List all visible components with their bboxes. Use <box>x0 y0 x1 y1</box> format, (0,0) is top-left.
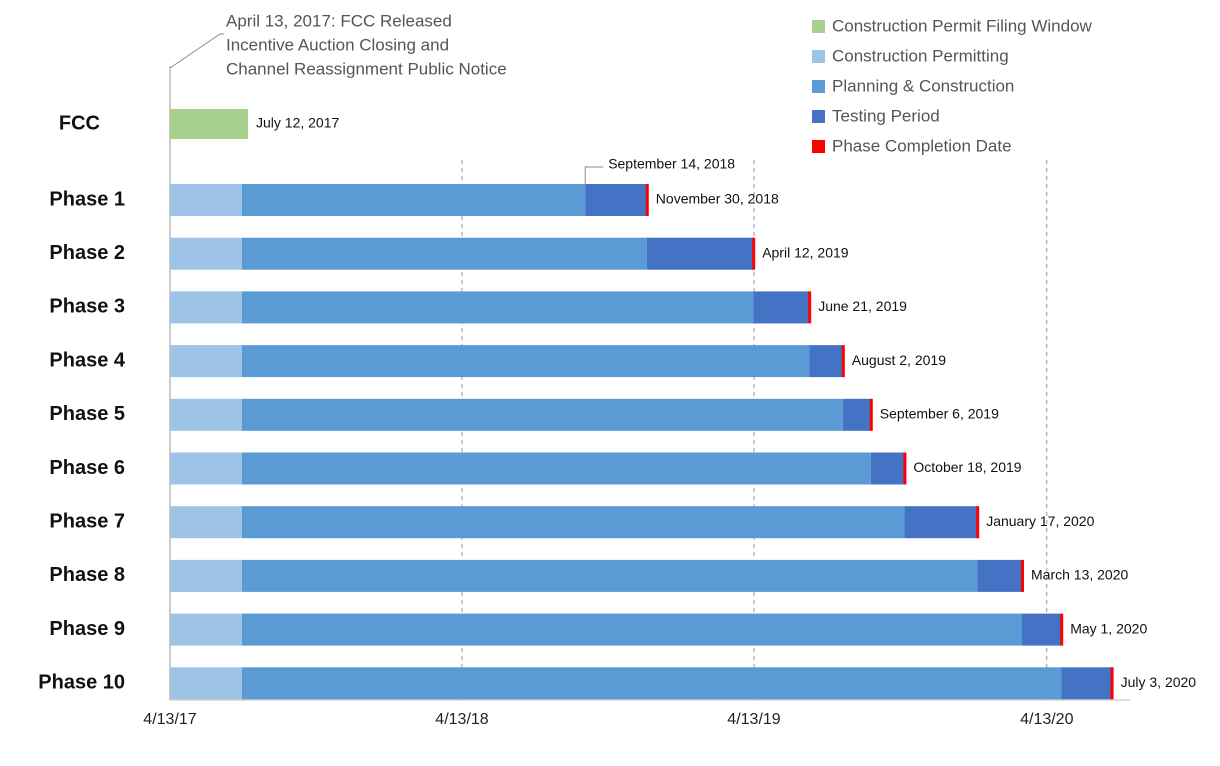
bar-permitting <box>170 559 242 592</box>
bar-permitting <box>170 345 242 378</box>
legend-label: Construction Permitting <box>832 46 1009 65</box>
annotation-text: Channel Reassignment Public Notice <box>226 59 507 78</box>
row-label-phase: Phase 3 <box>49 296 125 318</box>
row-label-phase: Phase 8 <box>49 564 125 586</box>
bar-planning-construction <box>242 452 871 485</box>
bar-testing <box>977 559 1022 592</box>
row-label-fcc: FCC <box>59 112 100 134</box>
row-label-phase: Phase 4 <box>49 349 125 371</box>
bar-testing <box>753 291 810 324</box>
bar-completion-marker <box>869 398 873 431</box>
bar-permitting <box>170 184 242 216</box>
legend-label: Phase Completion Date <box>832 136 1012 155</box>
bar-testing <box>842 398 871 431</box>
bar-permitting <box>170 398 242 431</box>
legend-label: Planning & Construction <box>832 76 1014 95</box>
completion-date-label: November 30, 2018 <box>656 191 779 207</box>
bar-permitting <box>170 291 242 324</box>
row-label-phase: Phase 1 <box>49 188 125 210</box>
bar-completion-marker <box>1021 559 1024 592</box>
bar-permitting <box>170 613 242 646</box>
bar-planning-construction <box>242 237 647 270</box>
bar-completion-marker <box>841 345 845 378</box>
bar-testing <box>904 506 978 539</box>
bar-permitting <box>170 452 242 485</box>
bar-planning-construction <box>242 184 586 216</box>
bar-planning-construction <box>242 345 810 378</box>
row-label-phase: Phase 6 <box>49 457 125 479</box>
legend-swatch <box>812 50 825 63</box>
bar-completion-marker <box>1110 667 1114 700</box>
annotation-text: April 13, 2017: FCC Released <box>226 11 452 30</box>
bar-testing <box>809 345 843 378</box>
bar-planning-construction <box>242 667 1062 700</box>
annotation-text: Incentive Auction Closing and <box>226 35 449 54</box>
bar-completion-marker <box>645 184 649 216</box>
legend-swatch <box>812 110 825 123</box>
bar-testing <box>646 237 754 270</box>
completion-date-label: March 13, 2020 <box>1031 567 1128 583</box>
completion-date-label: July 3, 2020 <box>1121 674 1197 690</box>
legend-label: Construction Permit Filing Window <box>832 16 1093 35</box>
completion-date-label: June 21, 2019 <box>818 298 907 314</box>
bar-planning-construction <box>242 559 978 592</box>
bar-planning-construction <box>242 506 905 539</box>
bar-permitting <box>170 506 242 539</box>
bar-filing-window <box>170 109 248 139</box>
bar-permitting <box>170 667 242 700</box>
bar-permitting <box>170 237 242 270</box>
bar-completion-marker <box>1060 613 1064 646</box>
row-label-phase: Phase 9 <box>49 618 125 640</box>
x-tick-label: 4/13/20 <box>1020 711 1073 728</box>
bar-completion-marker <box>752 237 756 270</box>
bar-testing <box>585 184 647 216</box>
fcc-end-date-label: July 12, 2017 <box>256 115 339 131</box>
bar-planning-construction <box>242 613 1022 646</box>
bar-completion-marker <box>976 506 980 539</box>
x-tick-label: 4/13/18 <box>435 711 488 728</box>
bar-testing <box>1061 667 1112 700</box>
bar-completion-marker <box>903 452 907 485</box>
row-label-phase: Phase 2 <box>49 242 125 264</box>
legend-swatch <box>812 140 825 153</box>
completion-date-label: April 12, 2019 <box>762 244 849 260</box>
completion-date-label: September 6, 2019 <box>880 406 999 422</box>
completion-date-label: May 1, 2020 <box>1070 620 1147 636</box>
testing-start-leader <box>584 166 604 184</box>
bar-planning-construction <box>242 291 754 324</box>
bar-testing <box>1022 613 1062 646</box>
legend-label: Testing Period <box>832 106 940 125</box>
bar-completion-marker <box>808 291 812 324</box>
x-tick-label: 4/13/19 <box>727 711 780 728</box>
row-label-phase: Phase 7 <box>49 510 125 532</box>
bar-planning-construction <box>242 398 843 431</box>
testing-start-date-label: September 14, 2018 <box>608 156 735 172</box>
x-tick-label: 4/13/17 <box>143 711 196 728</box>
completion-date-label: October 18, 2019 <box>913 459 1021 475</box>
annotation-leader <box>169 33 224 69</box>
row-label-phase: Phase 5 <box>49 403 125 425</box>
completion-date-label: January 17, 2020 <box>986 513 1094 529</box>
completion-date-label: August 2, 2019 <box>852 352 946 368</box>
legend-swatch <box>812 20 825 33</box>
row-label-phase: Phase 10 <box>38 672 125 694</box>
legend-swatch <box>812 80 825 93</box>
bar-testing <box>870 452 905 485</box>
